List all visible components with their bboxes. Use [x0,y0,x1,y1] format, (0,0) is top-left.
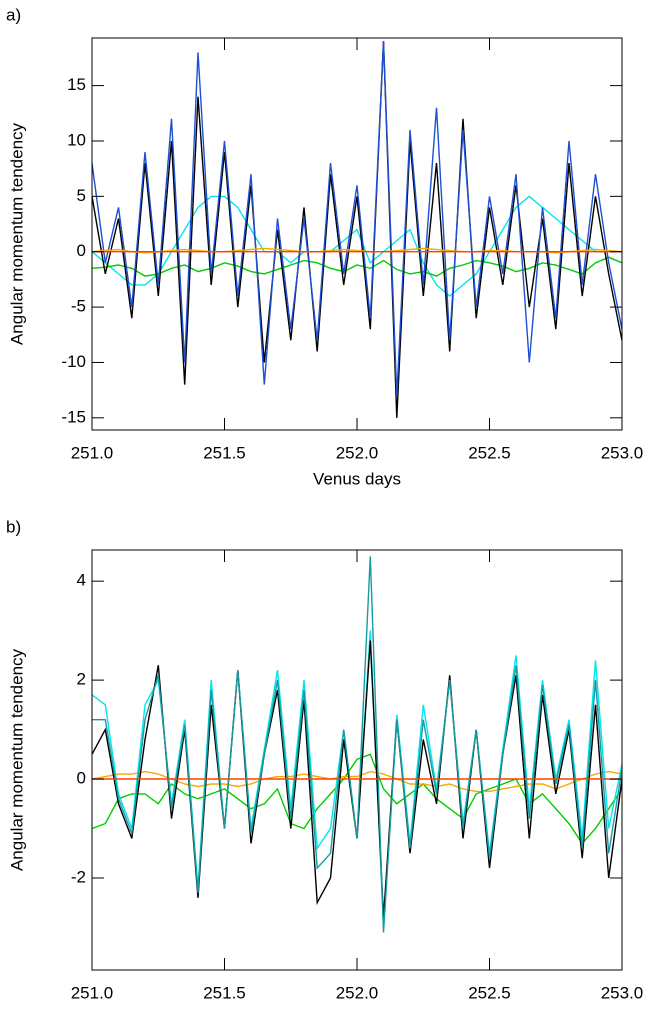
data-line [92,195,622,297]
y-tick-label: 15 [67,75,86,94]
data-line [92,753,622,845]
data-line [92,41,622,396]
panel-label: b) [6,517,21,536]
x-tick-label: 251.5 [203,983,246,1002]
data-line [92,556,622,933]
panel-label: a) [6,5,21,24]
y-tick-label: 10 [67,130,86,149]
x-tick-label: 253.0 [601,443,644,462]
x-tick-label: 251.0 [71,443,114,462]
x-tick-label: 252.0 [336,983,379,1002]
x-tick-label: 252.5 [468,983,511,1002]
data-line [92,256,622,277]
x-tick-label: 253.0 [601,983,644,1002]
data-line [92,41,622,418]
y-tick-label: -5 [71,297,86,316]
x-tick-label: 252.0 [336,443,379,462]
plot-frame [91,37,623,431]
y-axis-label: Angular momentum tendency [7,122,26,345]
y-tick-label: 5 [77,186,86,205]
y-tick-label: -2 [71,867,86,886]
y-tick-label: -15 [61,407,86,426]
y-tick-label: 4 [77,571,86,590]
y-tick-label: 2 [77,670,86,689]
y-axis-label: Angular momentum tendency [7,648,26,871]
x-tick-label: 251.5 [203,443,246,462]
x-tick-label: 252.5 [468,443,511,462]
x-axis-label: Venus days [313,469,401,488]
y-tick-label: 0 [77,769,86,788]
y-tick-label: 0 [77,241,86,260]
y-tick-label: -10 [61,352,86,371]
x-tick-label: 251.0 [71,983,114,1002]
data-line [92,770,622,793]
